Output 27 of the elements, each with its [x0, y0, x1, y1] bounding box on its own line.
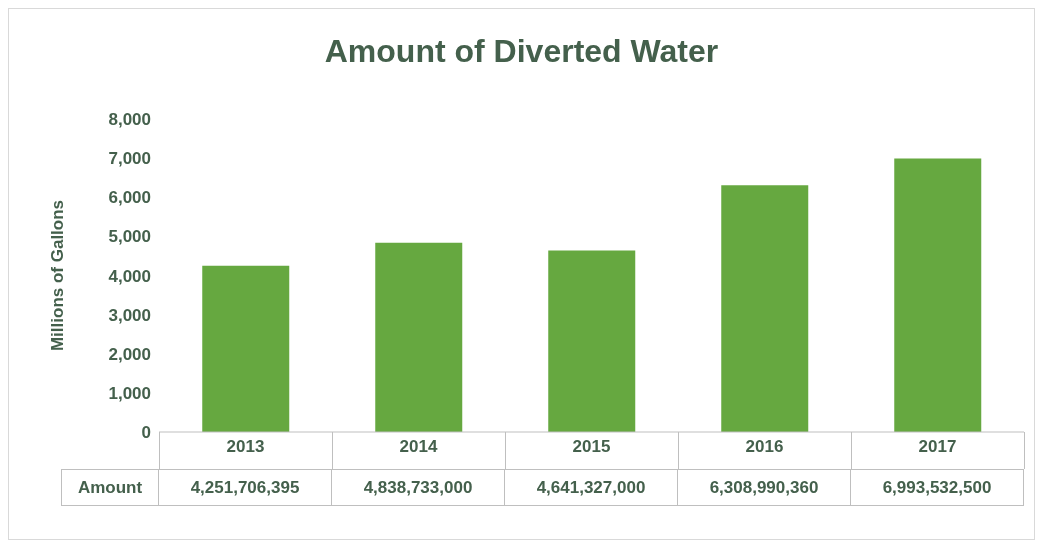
x-tick-label: 2017	[918, 437, 957, 457]
bar	[375, 242, 463, 432]
y-tick-label: 1,000	[108, 383, 151, 403]
text: 4,251,706,395	[159, 469, 332, 506]
text: 6,308,990,360	[678, 469, 851, 506]
text: 4,641,327,000	[505, 469, 678, 506]
text: Amount	[61, 469, 159, 506]
chart-title: Amount of Diverted Water	[323, 33, 720, 70]
y-axis-title: Millions of Gallons	[48, 199, 68, 352]
x-tick-label: 2016	[745, 437, 784, 457]
y-tick-label: 8,000	[108, 110, 151, 130]
y-tick-label: 3,000	[108, 305, 151, 325]
bar	[894, 158, 982, 432]
bar	[721, 185, 809, 432]
y-tick-label: 0	[141, 423, 151, 443]
y-tick-label: 4,000	[108, 266, 151, 286]
x-tick-label: 2015	[572, 437, 611, 457]
bar	[202, 265, 290, 432]
y-tick-label: 7,000	[108, 149, 151, 169]
x-tick-label: 2013	[226, 437, 265, 457]
text: 6,993,532,500	[851, 469, 1024, 506]
y-tick-label: 6,000	[108, 188, 151, 208]
bar	[548, 250, 636, 432]
y-tick-label: 5,000	[108, 227, 151, 247]
text: 4,838,733,000	[332, 469, 505, 506]
x-tick-label: 2014	[399, 437, 438, 457]
y-tick-label: 2,000	[108, 344, 151, 364]
